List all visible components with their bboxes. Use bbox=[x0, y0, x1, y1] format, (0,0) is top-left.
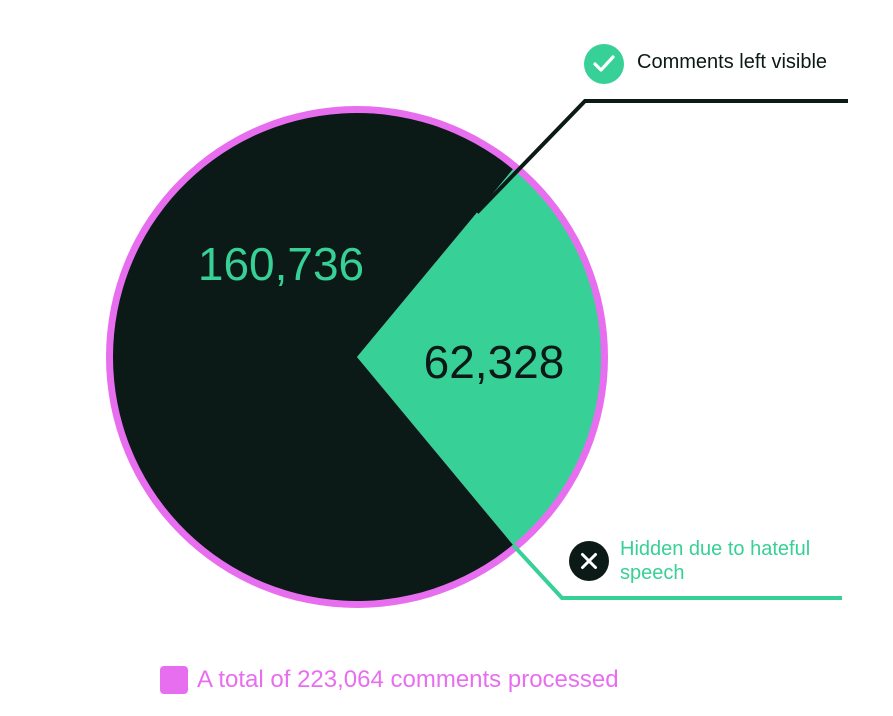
total-swatch bbox=[160, 666, 188, 694]
check-icon bbox=[584, 44, 624, 84]
leader-line-visible bbox=[475, 99, 848, 214]
close-icon bbox=[569, 541, 609, 581]
legend-label-visible: Comments left visible bbox=[637, 51, 828, 73]
leader-line-hidden bbox=[511, 543, 842, 600]
value-label-hidden: 62,328 bbox=[424, 336, 565, 388]
value-label-visible: 160,736 bbox=[198, 238, 364, 290]
pie-slice-hidden bbox=[357, 169, 601, 545]
legend-label-hidden: Hidden due to hateful speech bbox=[620, 538, 811, 584]
total-note-text: A total of 223,064 comments processed bbox=[197, 666, 619, 693]
total-note: A total of 223,064 comments processed bbox=[160, 666, 619, 694]
pie-slice-visible bbox=[112, 112, 513, 601]
